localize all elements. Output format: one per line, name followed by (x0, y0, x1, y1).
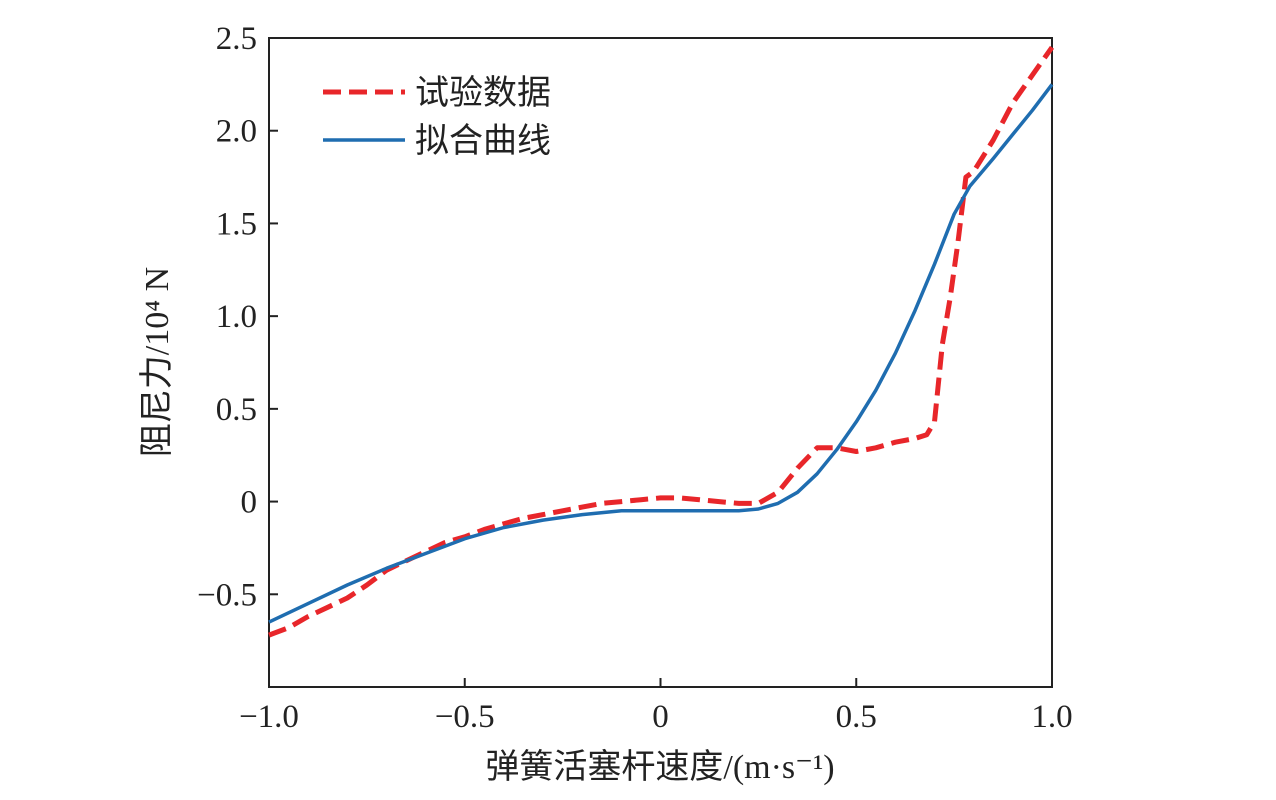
legend-label-experimental: 试验数据 (415, 74, 551, 112)
legend: 试验数据 拟合曲线 (323, 74, 551, 160)
x-tick-label: 0 (652, 699, 669, 735)
series-line-fit (268, 83, 1054, 624)
x-tick-label: −1.0 (239, 699, 299, 735)
y-tick-label: 2.5 (216, 21, 257, 57)
y-tick-label: 1.0 (216, 299, 257, 335)
legend-label-fit: 拟合曲线 (415, 122, 551, 160)
y-tick-label: 1.5 (216, 206, 257, 242)
x-tick-label: 1.0 (1031, 699, 1072, 735)
series-line-experimental (268, 45, 1055, 638)
y-tick-label: 0 (241, 485, 258, 521)
x-tick-label: 0.5 (836, 699, 877, 735)
y-tick-label: 2.0 (216, 114, 257, 150)
x-axis-title: 弹簧活塞杆速度/(m·s⁻¹) (485, 748, 834, 786)
x-tick-label: −0.5 (435, 699, 495, 735)
plot-frame (268, 37, 1053, 688)
y-tick-label: −0.5 (197, 577, 257, 613)
y-tick-label: 0.5 (216, 392, 257, 428)
y-axis-title: 阻尼力/10⁴ N (138, 267, 176, 457)
